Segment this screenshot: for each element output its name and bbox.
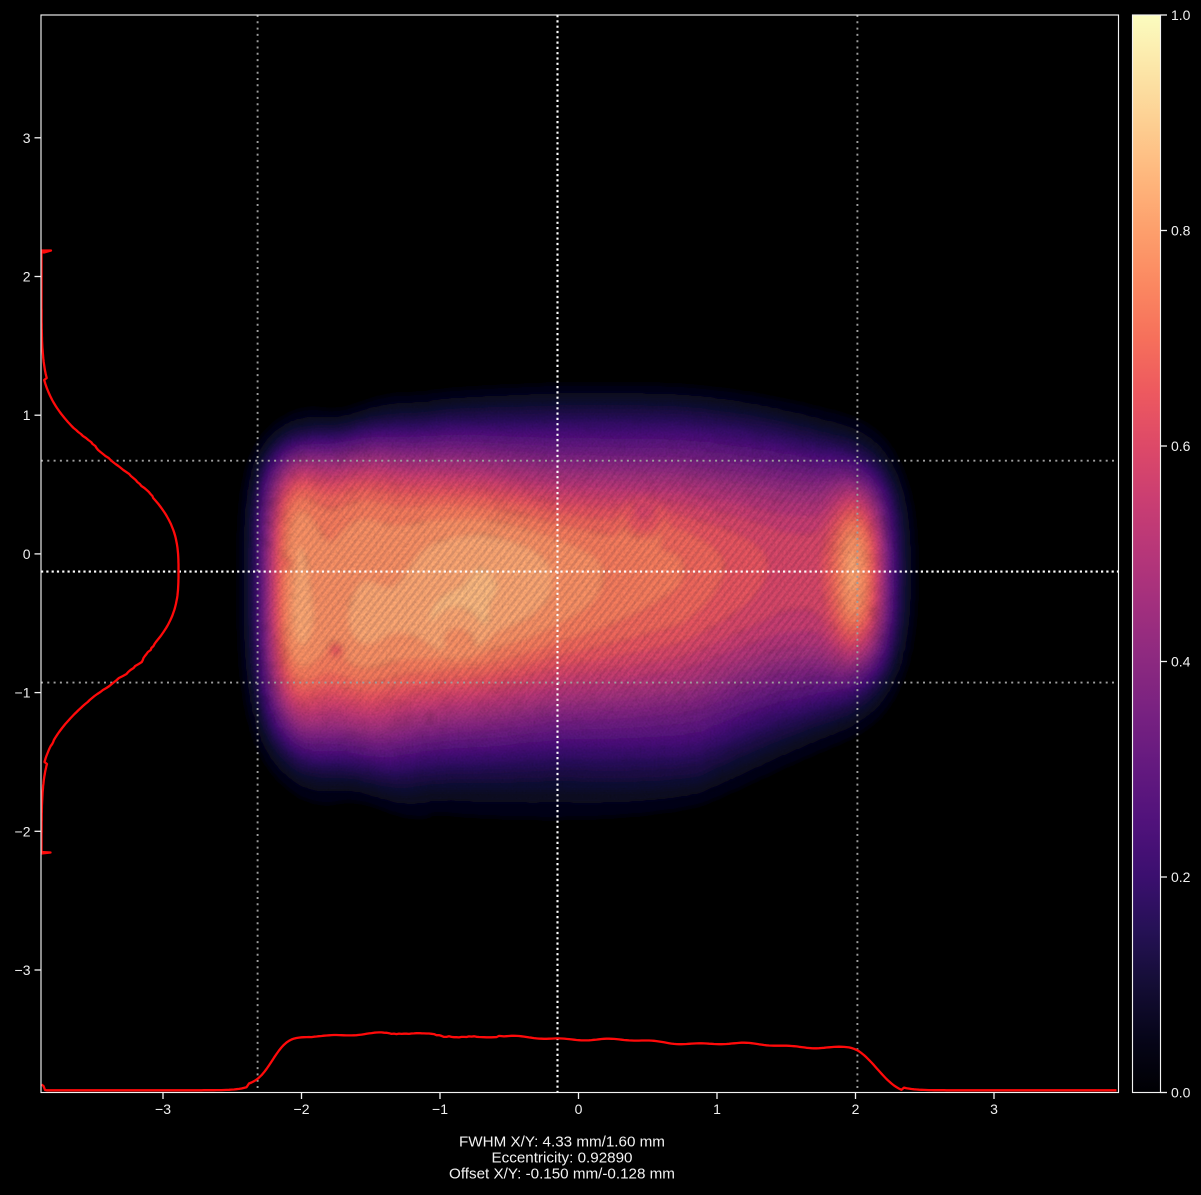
svg-text:0.4: 0.4 xyxy=(1171,654,1191,670)
svg-text:0.0: 0.0 xyxy=(1171,1085,1191,1101)
svg-text:1.0: 1.0 xyxy=(1171,7,1191,23)
svg-text:0: 0 xyxy=(575,1101,583,1117)
svg-text:−2: −2 xyxy=(15,823,31,839)
svg-text:3: 3 xyxy=(990,1101,998,1117)
svg-text:2: 2 xyxy=(852,1101,860,1117)
svg-text:−3: −3 xyxy=(15,962,31,978)
svg-text:Offset X/Y: -0.150 mm/-0.128 m: Offset X/Y: -0.150 mm/-0.128 mm xyxy=(449,1165,675,1182)
svg-text:0.8: 0.8 xyxy=(1171,223,1191,239)
svg-text:−1: −1 xyxy=(15,685,31,701)
svg-text:1: 1 xyxy=(23,407,31,423)
svg-text:0.6: 0.6 xyxy=(1171,438,1191,454)
svg-text:−3: −3 xyxy=(155,1101,171,1117)
svg-text:0: 0 xyxy=(23,546,31,562)
svg-text:−2: −2 xyxy=(294,1101,310,1117)
svg-text:Eccentricity: 0.92890: Eccentricity: 0.92890 xyxy=(492,1149,633,1166)
svg-text:FWHM X/Y: 4.33 mm/1.60 mm: FWHM X/Y: 4.33 mm/1.60 mm xyxy=(459,1134,665,1151)
svg-text:2: 2 xyxy=(23,269,31,285)
svg-text:−1: −1 xyxy=(432,1101,448,1117)
svg-text:1: 1 xyxy=(713,1101,721,1117)
svg-text:0.2: 0.2 xyxy=(1171,869,1191,885)
svg-text:3: 3 xyxy=(23,130,31,146)
